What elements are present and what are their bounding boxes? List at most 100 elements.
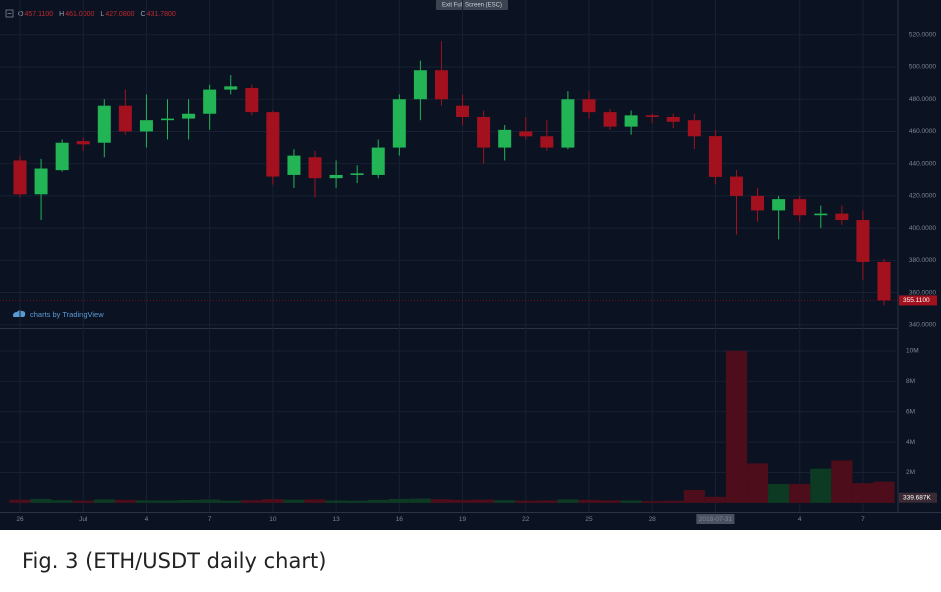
volume-tick-label: 2M — [906, 469, 915, 476]
exit-fullscreen-label[interactable]: Exit Full Screen (ESC) — [442, 3, 502, 9]
candle-body — [308, 157, 322, 179]
volume-bar — [51, 500, 73, 503]
y-tick-label: 520.0000 — [909, 32, 936, 39]
volume-bar — [262, 499, 284, 503]
volume-bar — [620, 500, 642, 503]
candle-body — [329, 174, 343, 179]
y-tick-label: 420.0000 — [909, 193, 936, 200]
volume-bar — [810, 468, 832, 503]
candle-body — [751, 195, 765, 211]
candle-body — [139, 120, 153, 132]
candle-body — [687, 120, 701, 137]
legend-value: 461.0000 — [65, 11, 94, 18]
candle-body — [245, 87, 259, 113]
volume-bar — [641, 501, 663, 503]
candle-body — [13, 160, 27, 195]
volume-bar — [72, 500, 94, 503]
legend-key: L — [100, 11, 104, 18]
candle-body — [97, 105, 111, 143]
tradingview-logo — [13, 310, 26, 317]
candle-body — [55, 142, 69, 171]
crosshair-date-box — [696, 514, 735, 524]
candle-body — [477, 116, 491, 148]
candle-body — [877, 261, 891, 301]
volume-bar — [725, 350, 748, 503]
legend-key: H — [59, 11, 64, 18]
candle-body — [835, 213, 849, 221]
candle-body — [182, 113, 196, 119]
volume-bar — [367, 499, 389, 503]
volume-tick-label: 4M — [906, 439, 915, 446]
legend-value: 427.0800 — [105, 11, 134, 18]
x-tick-label: 16 — [396, 516, 404, 523]
y-tick-label: 380.0000 — [909, 257, 936, 264]
x-tick-label: 26 — [16, 516, 24, 523]
x-tick-label: 7 — [861, 516, 865, 523]
collapse-icon[interactable] — [5, 9, 14, 18]
candle-body — [287, 155, 301, 175]
volume-bar — [704, 496, 726, 503]
candle-body — [814, 213, 828, 216]
caption: Fig. 3 (ETH/USDT daily chart) — [22, 549, 326, 573]
candle-body — [266, 112, 280, 177]
candle-body — [772, 199, 786, 211]
candle-body — [729, 176, 743, 196]
x-tick-label: Jul — [79, 516, 88, 523]
volume-bar — [241, 500, 263, 503]
candle-body — [856, 220, 870, 262]
volume-tick-label: 10M — [906, 348, 919, 355]
x-tick-label: 22 — [522, 516, 530, 523]
x-tick-label: 7 — [208, 516, 212, 523]
candle-body — [498, 129, 512, 148]
last-price-box — [899, 295, 937, 306]
x-tick-label: 10 — [269, 516, 277, 523]
volume-bar — [768, 483, 790, 503]
volume-bar — [304, 499, 326, 503]
candle-body — [793, 199, 807, 216]
x-tick-label: 19 — [459, 516, 467, 523]
volume-bar — [199, 499, 221, 503]
volume-bar — [536, 500, 558, 503]
candle-body — [603, 112, 617, 127]
candle-body — [540, 136, 554, 148]
ohlc-legend: O 457.1100 H 461.0000 L 427.0800 C 431.7800 — [18, 11, 176, 18]
x-tick-label: 25 — [585, 516, 593, 523]
volume-bar — [831, 460, 853, 503]
volume-bar — [852, 483, 874, 503]
candle-body — [203, 89, 217, 114]
y-tick-label: 400.0000 — [909, 225, 936, 232]
volume-bar — [388, 498, 410, 503]
volume-tick-label: 6M — [906, 408, 915, 415]
candle-body — [624, 115, 638, 127]
volume-bar — [515, 500, 537, 503]
candle-body — [34, 168, 48, 195]
x-tick-label: 4 — [798, 516, 802, 523]
volume-bar — [409, 498, 431, 503]
y-tick-label: 500.0000 — [909, 64, 936, 71]
legend-value: 457.1100 — [24, 11, 53, 18]
volume-bar — [135, 500, 157, 503]
y-tick-label: 460.0000 — [909, 128, 936, 135]
candle-body — [118, 105, 132, 132]
candle-body — [371, 147, 385, 175]
exit-fullscreen-button[interactable] — [436, 0, 508, 10]
y-tick-label: 440.0000 — [909, 160, 936, 167]
legend-key: C — [141, 11, 146, 18]
volume-bar — [557, 499, 579, 503]
x-tick-label: 4 — [145, 516, 149, 523]
candle-body — [161, 118, 175, 121]
candle-body — [392, 99, 406, 148]
volume-bar — [662, 500, 684, 503]
candle-body — [456, 105, 470, 117]
legend-value: 431.7800 — [147, 11, 176, 18]
candle-body — [519, 131, 533, 137]
attribution[interactable]: charts by TradingView — [30, 310, 104, 319]
candle-body — [666, 116, 680, 122]
volume-bar — [30, 498, 52, 503]
volume-bar — [494, 500, 516, 503]
volume-bar — [9, 499, 31, 503]
volume-bar — [789, 483, 811, 503]
volume-bar — [473, 499, 495, 503]
volume-bar — [325, 500, 347, 503]
